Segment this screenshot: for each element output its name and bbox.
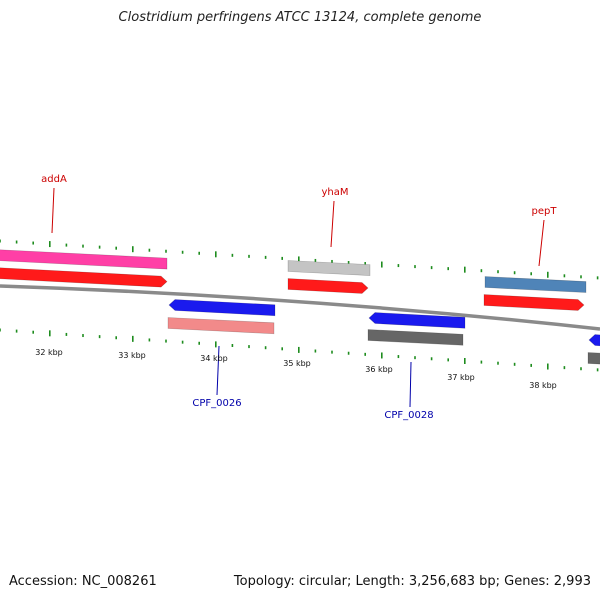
scale-label: 38 kbp: [529, 381, 557, 390]
gene-reverse-blue-1[interactable]: [168, 299, 276, 317]
genome-backbone: [0, 284, 600, 331]
gene-tracks: addA yhaM pepT CPF_0026 CPF_0028: [0, 174, 600, 421]
gene-forward-addA[interactable]: [0, 249, 168, 270]
genome-summary-text: Topology: circular; Length: 3,256,683 bp…: [233, 574, 591, 589]
label-CPF_0026-leader: [216, 345, 220, 396]
label-CPF_0026: CPF_0026: [192, 398, 241, 409]
map-title: Clostridium perfringens ATCC 13124, comp…: [118, 10, 482, 25]
gene-reverse-blue-3[interactable]: [588, 334, 600, 347]
label-CPF_0028: CPF_0028: [384, 410, 433, 421]
label-addA: addA: [41, 174, 67, 185]
label-yhaM: yhaM: [321, 187, 348, 198]
label-pepT-leader: [538, 219, 545, 267]
scale-label: 36 kbp: [365, 365, 393, 374]
gene-forward-red-1[interactable]: [0, 267, 168, 288]
gene-reverse-CPF_0028[interactable]: [367, 329, 464, 346]
ticks-bottom: [0, 328, 599, 372]
accession-text: Accession: NC_008261: [9, 574, 157, 589]
gene-reverse-blue-2[interactable]: [368, 312, 466, 329]
scale-label: 37 kbp: [447, 373, 475, 382]
gene-forward-pepT[interactable]: [484, 276, 587, 293]
gene-forward-red-3[interactable]: [483, 294, 585, 311]
ticks-top: [0, 239, 599, 280]
scale-label: 35 kbp: [283, 359, 311, 368]
gene-forward-red-2[interactable]: [287, 278, 369, 294]
scale-label: 32 kbp: [35, 348, 63, 357]
scale-label: 33 kbp: [118, 351, 146, 360]
label-yhaM-leader: [330, 200, 335, 248]
gene-reverse-grey-3[interactable]: [587, 352, 600, 365]
label-addA-leader: [51, 187, 55, 234]
gene-forward-yhaM[interactable]: [287, 260, 371, 276]
label-pepT: pepT: [532, 206, 558, 217]
gene-reverse-CPF_0026[interactable]: [167, 317, 275, 335]
scale-label: 34 kbp: [200, 354, 228, 363]
scale-labels: 32 kbp 33 kbp 34 kbp 35 kbp 36 kbp 37 kbp 38 k…: [35, 348, 557, 390]
label-CPF_0028-leader: [409, 361, 412, 408]
